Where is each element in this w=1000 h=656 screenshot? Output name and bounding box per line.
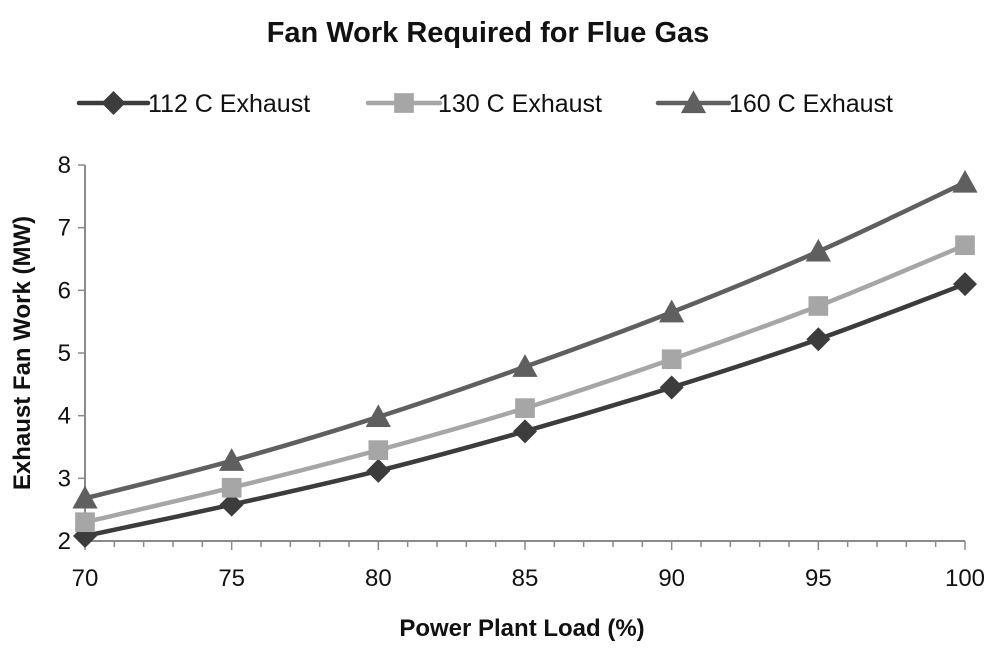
legend-marker	[394, 93, 414, 113]
series-triangle	[72, 169, 978, 509]
data-point	[219, 448, 245, 471]
series-group	[72, 169, 978, 548]
x-tick-label: 70	[72, 565, 99, 592]
data-point	[221, 477, 242, 498]
data-point	[952, 169, 978, 193]
data-point	[953, 272, 977, 297]
y-tick-label: 4	[58, 403, 71, 430]
data-point	[515, 398, 535, 418]
data-point	[219, 492, 244, 517]
legend: 112 C Exhaust 130 C Exhaust 160 C Exhaust	[76, 90, 893, 118]
series-diamond	[73, 272, 977, 548]
chart-title: Fan Work Required for Flue Gas	[267, 17, 710, 49]
legend-marker	[680, 90, 707, 114]
y-tick-label: 5	[58, 340, 71, 367]
legend-item: 112 C Exhaust	[76, 90, 310, 118]
data-point	[75, 512, 95, 533]
legend-label: 160 C Exhaust	[729, 90, 893, 118]
y-axis-ticks: 2 3 4 5 6 7 8	[58, 152, 85, 555]
y-tick-label: 7	[58, 215, 71, 242]
y-tick-label: 3	[58, 465, 71, 492]
x-tick-label: 80	[365, 565, 392, 592]
data-point	[72, 485, 98, 509]
data-point	[808, 296, 829, 316]
data-point	[661, 349, 682, 370]
data-point	[806, 327, 831, 352]
series-line	[82, 180, 968, 501]
data-point	[955, 235, 975, 256]
data-point	[512, 354, 538, 377]
series-line	[82, 242, 968, 525]
y-tick-label: 6	[58, 277, 71, 304]
x-axis-ticks: 70 75 80 85 90 95 100	[72, 541, 985, 592]
y-tick-label: 2	[58, 528, 71, 555]
legend-label: 112 C Exhaust	[148, 90, 310, 118]
x-tick-label: 85	[512, 565, 539, 592]
legend-item: 130 C Exhaust	[365, 90, 602, 118]
x-tick-label: 95	[805, 565, 832, 592]
axes	[84, 165, 965, 542]
x-tick-label: 90	[658, 565, 685, 592]
data-point	[659, 375, 684, 400]
x-tick-label: 75	[218, 565, 245, 592]
data-point	[659, 299, 685, 323]
data-point	[365, 404, 391, 427]
y-tick-label: 8	[58, 152, 71, 179]
x-axis-label: Power Plant Load (%)	[399, 615, 644, 642]
data-point	[368, 440, 389, 460]
series-square	[75, 235, 975, 533]
legend-label: 130 C Exhaust	[438, 90, 602, 118]
data-point	[366, 458, 391, 483]
data-point	[513, 419, 537, 444]
legend-item: 160 C Exhaust	[655, 90, 893, 118]
data-point	[805, 238, 831, 262]
legend-marker	[101, 91, 126, 115]
x-tick-label: 100	[945, 565, 985, 592]
y-axis-label: Exhaust Fan Work (MW)	[9, 216, 36, 490]
